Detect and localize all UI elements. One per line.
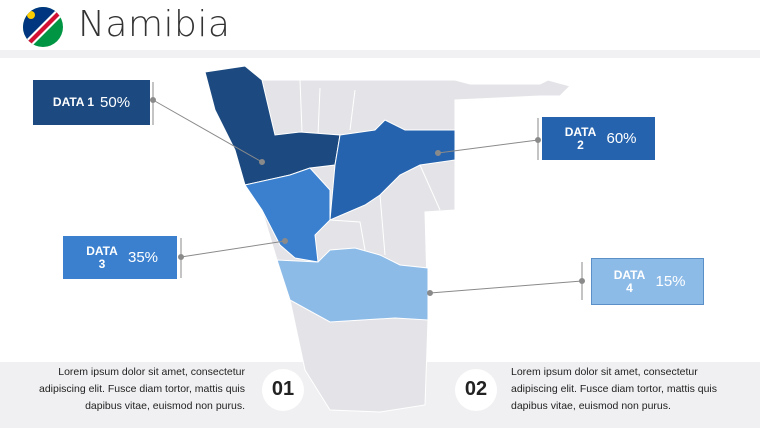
flag-icon xyxy=(23,7,63,47)
callout: DATA 4 15% xyxy=(591,258,704,305)
note-line: adipiscing elit. Fusce diam tortor, matt… xyxy=(511,383,718,395)
note: Lorem ipsum dolor sit amet, consectetur … xyxy=(39,364,245,415)
note-line: Lorem ipsum dolor sit amet, consectetur xyxy=(511,366,698,378)
callout-value: 50% xyxy=(100,94,131,111)
leader xyxy=(429,280,583,294)
leaders xyxy=(150,82,585,300)
note-line: dapibus vitae, euismod non purus. xyxy=(511,400,671,412)
number-badge xyxy=(455,369,497,411)
note-number: 01 xyxy=(271,378,295,400)
callout-label: DATA 4 xyxy=(613,267,646,295)
number-badge xyxy=(262,369,304,411)
leader-dot xyxy=(579,278,585,284)
leader-dot xyxy=(259,159,265,165)
map xyxy=(204,65,571,413)
callout: DATA 2 60% xyxy=(542,117,655,160)
note: Lorem ipsum dolor sit amet, consectetur … xyxy=(511,364,717,415)
callout-label: DATA 3 xyxy=(86,243,118,271)
leader-dot xyxy=(535,137,541,143)
leader-dot xyxy=(427,290,433,296)
callout-label: DATA 2 xyxy=(564,124,597,152)
leader-dot xyxy=(178,254,184,260)
border xyxy=(317,87,321,136)
callout-label: DATA 1 xyxy=(52,95,95,109)
callout-value: 35% xyxy=(127,249,159,266)
note-line: dapibus vitae, euismod non purus. xyxy=(85,400,245,412)
title: Namibia xyxy=(78,4,231,45)
border xyxy=(379,194,386,256)
callout-value: 15% xyxy=(655,273,686,290)
leader xyxy=(437,139,539,154)
callout-value: 60% xyxy=(606,130,637,147)
leader-dot xyxy=(150,97,156,103)
border xyxy=(329,219,366,251)
border xyxy=(419,164,441,211)
leader-dot xyxy=(435,150,441,156)
leader-dot xyxy=(282,238,288,244)
note-line: Lorem ipsum dolor sit amet, consectetur xyxy=(58,366,245,378)
border xyxy=(299,79,303,133)
region xyxy=(244,167,331,263)
leader xyxy=(152,99,263,163)
border xyxy=(349,89,356,131)
note-line: adipiscing elit. Fusce diam tortor, matt… xyxy=(38,383,245,395)
note-number: 02 xyxy=(464,378,488,400)
header-band xyxy=(0,50,760,58)
callout: DATA 3 35% xyxy=(63,236,177,279)
leader xyxy=(180,240,286,258)
callout: DATA 1 50% xyxy=(33,80,150,125)
region xyxy=(276,247,429,323)
